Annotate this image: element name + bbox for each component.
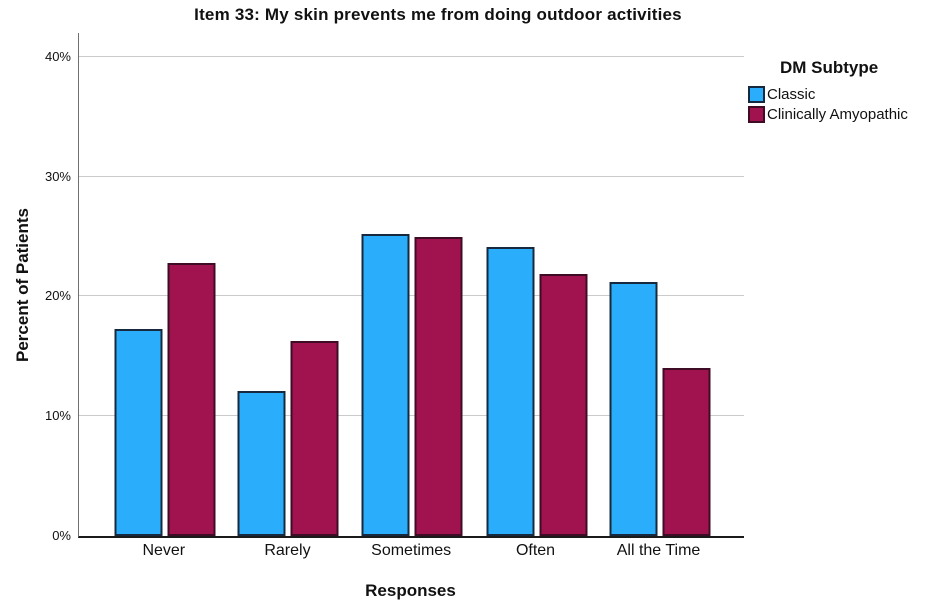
legend-title: DM Subtype (780, 58, 879, 77)
y-tick-label: 10% (44, 408, 71, 424)
legend-swatch-icon (748, 86, 765, 103)
y-tick-label: 0% (52, 528, 71, 543)
legend-label: Clinically Amyopathic (767, 106, 908, 123)
bar-classic (361, 234, 410, 536)
legend-item-classic: Classic (748, 86, 934, 103)
x-tick-label-all-the-time: All the Time (616, 542, 701, 559)
legend-items: Classic Clinically Amyopathic (748, 86, 934, 123)
legend-label: Classic (767, 86, 816, 103)
y-axis-ticks: 0% 10% 20% 30% 40% (0, 33, 74, 543)
x-tick-label-sometimes: Sometimes (371, 542, 452, 559)
chart-title: Item 33: My skin prevents me from doing … (194, 5, 682, 24)
bar-classic (237, 391, 286, 536)
x-axis-title: Responses (365, 581, 456, 600)
bar-clinically-amyopathic (414, 236, 463, 536)
bar-group-sometimes (361, 234, 463, 536)
bar-classic (114, 328, 163, 536)
bar-group-all-the-time (609, 282, 711, 536)
gridline-30 (79, 175, 744, 177)
legend-swatch-icon (748, 106, 765, 123)
gridline-40 (79, 55, 744, 57)
x-tick-label-never: Never (142, 542, 186, 559)
bar-clinically-amyopathic (662, 368, 711, 536)
legend: DM Subtype Classic Clinically Amyopathic (748, 58, 934, 126)
plot-area (78, 33, 744, 538)
y-tick-label: 20% (44, 288, 71, 304)
x-axis-ticks: Never Rarely Sometimes Often All the Time (78, 542, 743, 564)
gridline-20 (79, 295, 744, 297)
bar-clinically-amyopathic (290, 340, 339, 536)
x-tick-label-rarely: Rarely (264, 542, 311, 559)
y-tick-label: 30% (44, 168, 71, 184)
x-tick-label-often: Often (515, 542, 556, 559)
bar-group-often (486, 247, 588, 536)
bar-group-never (114, 262, 216, 536)
y-tick-label: 40% (44, 48, 71, 64)
bar-classic (486, 247, 535, 536)
legend-item-clinically-amyopathic: Clinically Amyopathic (748, 106, 934, 123)
bar-clinically-amyopathic (167, 262, 216, 536)
gridline-10 (79, 415, 744, 417)
bar-clinically-amyopathic (539, 273, 588, 536)
bar-group-rarely (237, 340, 339, 536)
bar-classic (609, 282, 658, 536)
